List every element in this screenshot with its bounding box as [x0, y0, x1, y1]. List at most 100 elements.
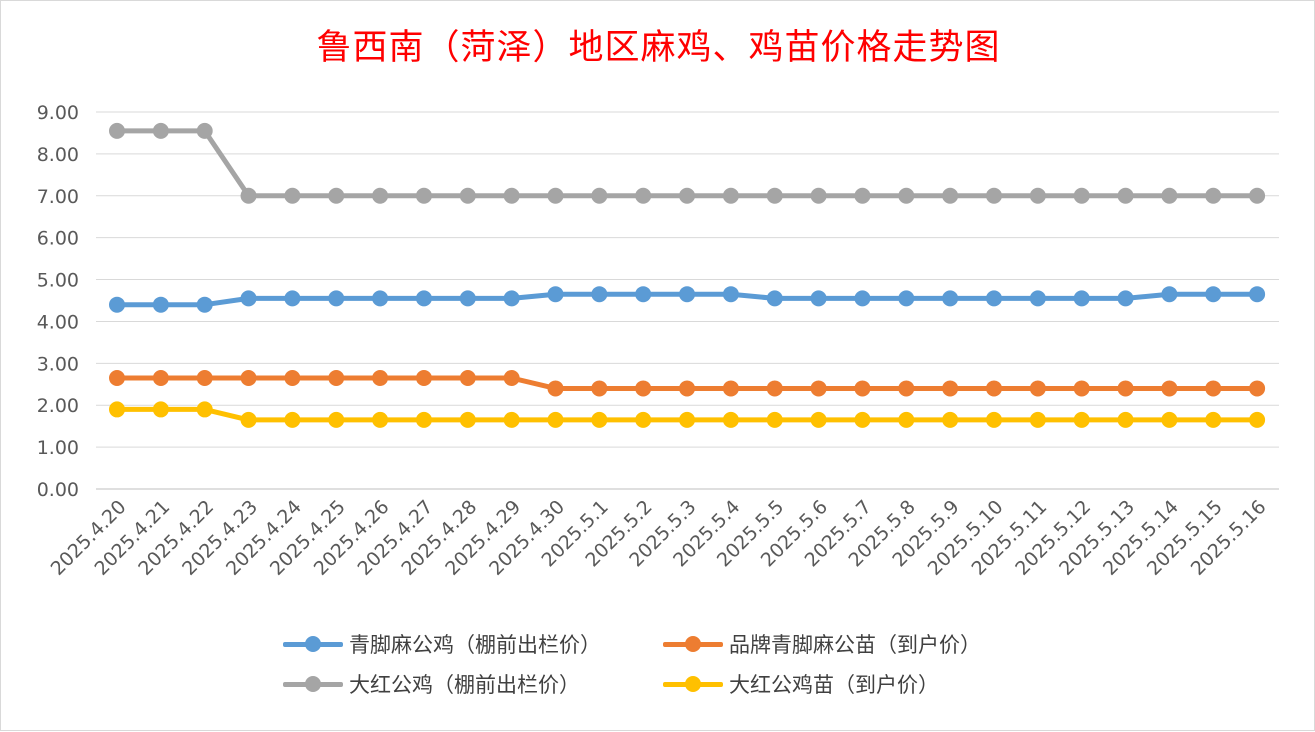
data-point	[898, 290, 915, 307]
y-tick-label: 9.00	[37, 102, 79, 124]
data-point	[766, 187, 783, 204]
data-point	[635, 380, 652, 397]
data-point	[679, 187, 696, 204]
data-point	[1073, 187, 1090, 204]
data-point	[679, 411, 696, 428]
data-point	[854, 380, 871, 397]
legend-label: 青脚麻公鸡（棚前出栏价）	[349, 633, 601, 657]
data-point	[1161, 187, 1178, 204]
data-point	[1161, 286, 1178, 303]
data-point	[372, 290, 389, 307]
data-point	[1073, 290, 1090, 307]
data-point	[1161, 380, 1178, 397]
data-point	[766, 411, 783, 428]
data-point	[1073, 411, 1090, 428]
y-tick-label: 1.00	[37, 437, 79, 459]
data-point	[415, 369, 432, 386]
data-point	[503, 187, 520, 204]
y-tick-label: 8.00	[37, 144, 79, 166]
data-point	[547, 411, 564, 428]
data-point	[986, 187, 1002, 204]
data-point	[372, 369, 389, 386]
data-point	[328, 290, 345, 307]
series-lines	[109, 122, 1266, 428]
data-point	[196, 122, 213, 139]
data-point	[328, 411, 345, 428]
data-point	[196, 369, 213, 386]
data-point	[196, 401, 213, 418]
data-point	[1029, 187, 1046, 204]
data-point	[722, 380, 739, 397]
data-point	[1205, 380, 1222, 397]
data-point	[240, 187, 257, 204]
data-point	[152, 369, 169, 386]
data-point	[591, 286, 608, 303]
data-point	[503, 290, 520, 307]
series-line	[114, 128, 1260, 199]
data-point	[459, 187, 476, 204]
data-point	[810, 411, 827, 428]
legend-item: 青脚麻公鸡（棚前出栏价）	[283, 629, 663, 659]
data-point	[591, 187, 608, 204]
legend-swatch	[283, 674, 343, 694]
data-point	[1161, 411, 1178, 428]
y-tick-label: 4.00	[37, 311, 79, 333]
legend-swatch	[663, 634, 723, 654]
data-point	[415, 290, 432, 307]
x-axis-ticks: 2025.4.202025.4.212025.4.222025.4.232025…	[47, 496, 1271, 580]
data-point	[942, 290, 959, 307]
y-tick-label: 3.00	[37, 353, 79, 375]
data-point	[591, 411, 608, 428]
data-point	[635, 187, 652, 204]
data-point	[547, 380, 564, 397]
data-point	[1205, 286, 1222, 303]
data-point	[854, 411, 871, 428]
data-point	[942, 380, 959, 397]
y-tick-label: 5.00	[37, 270, 79, 292]
data-point	[766, 380, 783, 397]
data-point	[547, 187, 564, 204]
data-point	[109, 296, 125, 313]
data-point	[547, 286, 564, 303]
data-point	[810, 380, 827, 397]
data-point	[1117, 380, 1134, 397]
legend-item: 品牌青脚麻公苗（到户价）	[663, 629, 1063, 659]
data-point	[1117, 187, 1134, 204]
data-point	[635, 411, 652, 428]
data-point	[284, 290, 301, 307]
data-point	[240, 290, 257, 307]
data-point	[898, 187, 915, 204]
data-point	[415, 187, 432, 204]
data-point	[1029, 411, 1046, 428]
data-point	[1205, 187, 1222, 204]
data-point	[1249, 411, 1266, 428]
data-point	[152, 122, 169, 139]
data-point	[284, 369, 301, 386]
data-point	[372, 187, 389, 204]
data-point	[722, 411, 739, 428]
chart-title: 鲁西南（菏泽）地区麻鸡、鸡苗价格走势图	[316, 28, 1001, 68]
data-point	[942, 411, 959, 428]
data-point	[591, 380, 608, 397]
data-point	[240, 369, 257, 386]
data-point	[1117, 411, 1134, 428]
y-tick-label: 7.00	[37, 186, 79, 208]
data-point	[1249, 187, 1266, 204]
data-point	[1073, 380, 1090, 397]
data-point	[459, 411, 476, 428]
data-point	[459, 369, 476, 386]
data-point	[986, 411, 1002, 428]
legend-label: 大红公鸡苗（到户价）	[729, 673, 939, 697]
data-point	[1117, 290, 1134, 307]
data-point	[854, 290, 871, 307]
legend: 青脚麻公鸡（棚前出栏价） 品牌青脚麻公苗（到户价） 大红公鸡（棚前出栏价） 大红公鸡苗…	[283, 629, 1063, 699]
data-point	[635, 286, 652, 303]
data-point	[1249, 286, 1266, 303]
data-point	[810, 290, 827, 307]
legend-item: 大红公鸡苗（到户价）	[663, 669, 1063, 699]
y-tick-label: 0.00	[37, 479, 79, 501]
data-point	[109, 122, 125, 139]
data-point	[284, 187, 301, 204]
